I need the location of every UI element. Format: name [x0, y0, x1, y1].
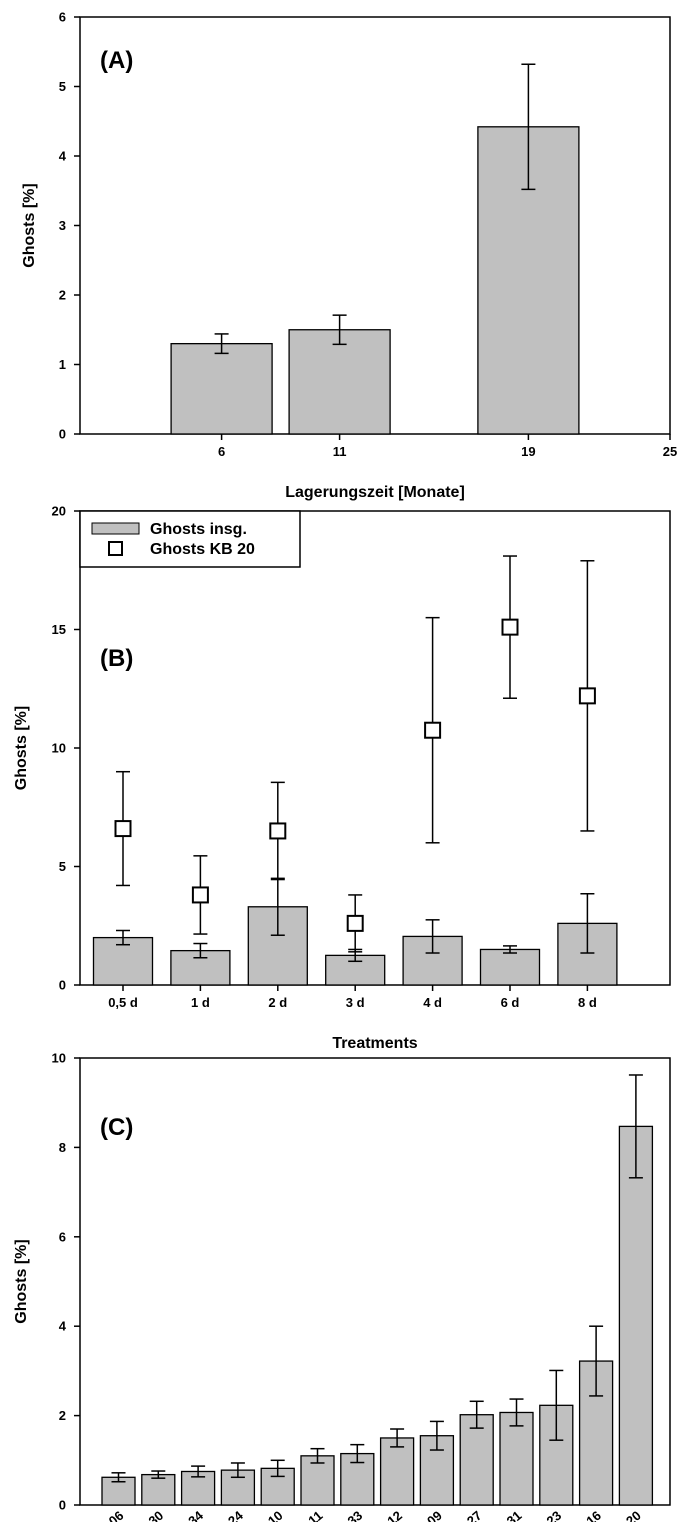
x-tick-label: KB 16 — [566, 1508, 604, 1522]
legend-swatch-bar — [91, 522, 140, 535]
x-tick-label: KB 11 — [288, 1508, 325, 1522]
legend-entry-bar: Ghosts insg. — [150, 521, 247, 538]
legend-box — [79, 510, 301, 568]
panel-label-a: (A) — [100, 47, 133, 74]
x-tick-label: 6 d — [501, 995, 520, 1010]
y-tick-label: 1 — [59, 357, 66, 372]
data-point-marker — [114, 820, 132, 838]
x-tick-label: 4 d — [423, 995, 442, 1010]
x-tick-label: 6 — [218, 444, 225, 459]
x-tick-label: KB 10 — [248, 1508, 286, 1522]
y-tick-label: 4 — [59, 149, 67, 164]
x-tick-label: KB 20 — [606, 1508, 644, 1522]
y-tick-label: 10 — [52, 1051, 66, 1066]
bar — [170, 342, 273, 435]
bar — [92, 936, 154, 986]
y-axis-label-a: Ghosts [%] — [21, 183, 38, 267]
chart-panel-b: (B) Treatments Ghosts [%] Ghosts insg. G… — [13, 504, 671, 1052]
x-tick-label: KB 09 — [407, 1508, 445, 1522]
y-tick-label: 5 — [59, 859, 66, 874]
y-tick-label: 0 — [59, 427, 66, 442]
x-tick-label: 25 — [663, 444, 677, 459]
legend-swatch-marker — [108, 541, 123, 556]
x-axis-label-a: Lagerungszeit [Monate] — [285, 484, 465, 501]
x-tick-label: KB 06 — [89, 1508, 127, 1522]
y-tick-label: 6 — [59, 1229, 66, 1244]
y-tick-label: 3 — [59, 218, 66, 233]
x-tick-label: 2 d — [268, 995, 287, 1010]
x-tick-label: KB 30 — [128, 1508, 166, 1522]
x-tick-label: 11 — [333, 444, 347, 459]
bar — [479, 948, 541, 986]
y-axis-label-b: Ghosts [%] — [13, 706, 30, 790]
x-tick-label: 0,5 d — [108, 995, 138, 1010]
panel-label-c: (C) — [100, 1114, 133, 1141]
y-tick-label: 2 — [59, 288, 66, 303]
x-tick-label: 3 d — [346, 995, 365, 1010]
y-tick-label: 10 — [52, 741, 66, 756]
y-tick-label: 2 — [59, 1408, 66, 1423]
x-tick-label: 1 d — [191, 995, 210, 1010]
y-tick-label: 6 — [59, 10, 66, 25]
plot-frame-c — [79, 1057, 671, 1506]
x-tick-label: KB 24 — [208, 1507, 246, 1522]
data-point-marker — [501, 618, 519, 636]
x-tick-label: 19 — [521, 444, 535, 459]
bar — [288, 329, 391, 435]
chart-panel-a: (A) Lagerungszeit [Monate] Ghosts [%] 0 1… — [21, 10, 677, 502]
bar — [300, 1455, 335, 1506]
x-tick-label: KB 34 — [168, 1507, 206, 1522]
x-tick-label: 8 d — [578, 995, 597, 1010]
bar — [379, 1437, 415, 1506]
bar — [141, 1473, 176, 1506]
bar — [618, 1125, 654, 1506]
data-point-marker — [424, 721, 442, 739]
y-tick-label: 0 — [59, 978, 66, 993]
data-point-marker — [578, 687, 596, 705]
y-tick-label: 4 — [59, 1319, 67, 1334]
y-tick-label: 8 — [59, 1140, 66, 1155]
data-point-marker — [269, 822, 287, 840]
y-tick-label: 15 — [52, 622, 66, 637]
y-tick-label: 20 — [52, 504, 66, 519]
panel-label-b: (B) — [100, 645, 133, 672]
data-point-marker — [191, 886, 209, 904]
data-point-marker — [346, 914, 364, 932]
y-tick-label: 0 — [59, 1498, 66, 1513]
x-tick-label: KB 33 — [327, 1508, 365, 1522]
y-tick-label: 5 — [59, 79, 66, 94]
chart-panel-c: (C) Ghosts [%] 0246810KB 06KB 30KB 34KB … — [13, 1051, 671, 1522]
x-tick-label: KB 31 — [487, 1508, 525, 1522]
bar — [499, 1411, 534, 1506]
legend-entry-marker: Ghosts KB 20 — [150, 541, 255, 558]
plot-frame-b — [79, 510, 671, 986]
x-tick-label: KB 12 — [367, 1508, 405, 1522]
legend-b: Ghosts insg. Ghosts KB 20 — [79, 510, 301, 568]
y-axis-label-c: Ghosts [%] — [13, 1239, 30, 1323]
x-tick-label: KB 23 — [526, 1508, 564, 1522]
x-tick-label: KB 27 — [447, 1508, 485, 1522]
x-axis-label-b: Treatments — [332, 1035, 417, 1052]
